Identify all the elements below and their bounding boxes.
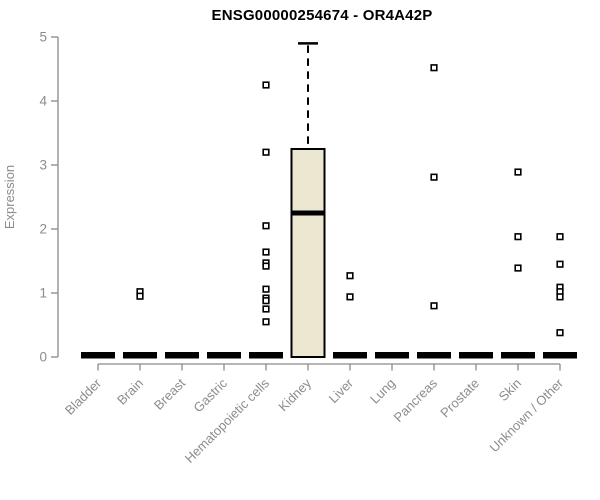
- zero-bar: [459, 352, 493, 359]
- outlier-point: [556, 260, 564, 268]
- outlier-point: [262, 305, 270, 313]
- x-category-label: Kidney: [275, 375, 314, 414]
- y-tick-label: 1: [39, 286, 47, 301]
- zero-bar: [81, 352, 115, 359]
- outlier-point: [430, 173, 438, 181]
- y-tick-label: 0: [39, 350, 47, 365]
- y-tick-label: 2: [39, 222, 47, 237]
- outlier-point: [262, 222, 270, 230]
- outlier-point: [514, 233, 522, 241]
- outlier-point: [514, 264, 522, 272]
- x-category-label: Pancreas: [391, 375, 441, 425]
- outlier-point: [262, 248, 270, 256]
- outlier-point: [346, 272, 354, 280]
- outlier-point: [262, 285, 270, 293]
- outlier-point: [262, 318, 270, 326]
- zero-bar: [165, 352, 199, 359]
- x-category-label: Liver: [326, 375, 357, 406]
- y-tick-label: 3: [39, 158, 47, 173]
- y-tick-label: 5: [39, 30, 47, 45]
- outlier-point: [262, 297, 270, 305]
- x-category-label: Brain: [114, 376, 146, 408]
- x-category-label: Gastric: [190, 375, 230, 415]
- outlier-point: [262, 148, 270, 156]
- zero-bar: [501, 352, 535, 359]
- outlier-point: [262, 262, 270, 270]
- outlier-point: [556, 293, 564, 301]
- zero-bar: [207, 352, 241, 359]
- outlier-point: [136, 292, 144, 300]
- zero-bar: [543, 352, 577, 359]
- x-category-label: Lung: [367, 376, 398, 407]
- x-category-label: Skin: [496, 376, 524, 404]
- y-tick-label: 4: [39, 94, 47, 109]
- outlier-point: [514, 168, 522, 176]
- x-category-label: Prostate: [437, 376, 482, 421]
- outlier-point: [556, 233, 564, 241]
- x-category-label: Unknown / Other: [487, 375, 567, 455]
- x-category-label: Breast: [151, 375, 188, 412]
- zero-bar: [375, 352, 409, 359]
- zero-bar: [123, 352, 157, 359]
- outlier-point: [556, 329, 564, 337]
- x-category-label: Bladder: [62, 375, 105, 418]
- outlier-point: [430, 302, 438, 310]
- outlier-point: [262, 81, 270, 89]
- box: [290, 148, 326, 358]
- zero-bar: [333, 352, 367, 359]
- zero-bar: [417, 352, 451, 359]
- outlier-point: [346, 293, 354, 301]
- zero-bar: [249, 352, 283, 359]
- outlier-point: [430, 64, 438, 72]
- chart-title: ENSG00000254674 - OR4A42P: [211, 7, 433, 24]
